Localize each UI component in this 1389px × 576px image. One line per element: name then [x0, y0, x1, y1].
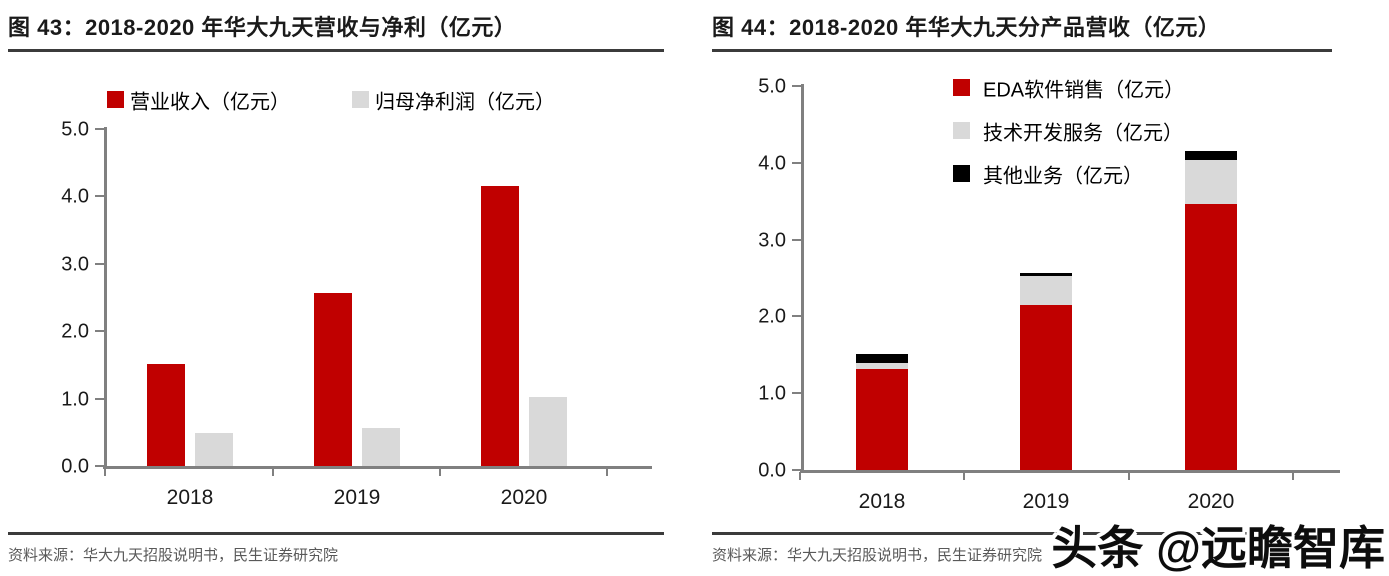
x-category-label: 2018 [858, 490, 906, 513]
y-tick [95, 128, 105, 130]
x-category-label: 2019 [1022, 490, 1070, 513]
y-tick-label: 2.0 [61, 320, 89, 343]
y-tick [792, 392, 802, 395]
legend-swatch-series2 [953, 165, 970, 182]
bar-segment-series2-2019 [1020, 272, 1072, 277]
x-tick [439, 468, 441, 476]
watermark-toutiao-yuanzhan-zhiku: 头条 @远瞻智库 [1051, 522, 1385, 574]
y-tick-label: 2.0 [758, 305, 786, 328]
figure-43-source-divider [8, 532, 664, 535]
x-tick [1128, 472, 1130, 480]
bar-segment-series2-2020 [1185, 151, 1237, 161]
legend-swatch-series0 [107, 91, 124, 108]
y-tick [95, 195, 105, 198]
figure-43-source: 资料来源：华大九天招股说明书，民生证券研究院 [8, 547, 339, 564]
legend-label-series0: 营业收入（亿元） [130, 91, 290, 114]
y-tick-label: 5.0 [758, 75, 786, 98]
x-category-label: 2020 [500, 486, 548, 509]
x-tick [1292, 472, 1294, 480]
y-tick [95, 262, 105, 265]
x-category-label: 2019 [333, 486, 381, 509]
legend-swatch-series0 [953, 79, 970, 96]
figure-44-title-divider [712, 49, 1332, 52]
y-axis [104, 127, 107, 468]
y-tick [792, 469, 802, 471]
figure-43-title: 图 43：2018-2020 年华大九天营收与净利（亿元） [8, 15, 517, 40]
y-axis [801, 84, 804, 472]
x-tick [963, 472, 965, 480]
bar-series1-2020 [529, 396, 567, 466]
legend-label-series2: 其他业务（亿元） [983, 165, 1143, 188]
bar-series0-2020 [481, 186, 519, 466]
y-tick-label: 3.0 [61, 253, 89, 276]
bar-series0-2019 [314, 292, 352, 466]
y-tick [792, 85, 802, 87]
bar-series1-2019 [362, 427, 400, 466]
y-tick [95, 465, 105, 467]
bar-segment-series0-2020 [1185, 204, 1237, 470]
bar-segment-series0-2018 [856, 369, 908, 470]
x-category-label: 2018 [166, 486, 214, 509]
legend-label-series1: 归母净利润（亿元） [375, 91, 555, 114]
x-tick [799, 472, 801, 480]
bar-segment-series1-2020 [1185, 160, 1237, 205]
y-tick [792, 238, 802, 241]
x-tick [272, 468, 274, 476]
y-tick-label: 0.0 [758, 459, 786, 482]
y-tick [95, 330, 105, 333]
figure-44-title: 图 44：2018-2020 年华大九天分产品营收（亿元） [712, 15, 1221, 40]
figure-43-title-divider [8, 49, 664, 52]
y-tick [792, 315, 802, 318]
bar-segment-series1-2019 [1020, 276, 1072, 305]
bar-segment-series2-2018 [856, 354, 908, 364]
y-tick-label: 4.0 [758, 152, 786, 175]
y-tick-label: 3.0 [758, 229, 786, 252]
x-tick [104, 468, 106, 476]
y-tick [792, 161, 802, 164]
legend-swatch-series1 [953, 122, 970, 139]
y-tick-label: 0.0 [61, 455, 89, 478]
bar-segment-series1-2018 [856, 363, 908, 370]
x-axis [800, 470, 1340, 473]
figure-44-source-divider [712, 532, 1332, 535]
bar-series1-2018 [195, 432, 233, 466]
y-tick-label: 4.0 [61, 185, 89, 208]
x-tick [606, 468, 608, 476]
y-tick-label: 1.0 [758, 382, 786, 405]
y-tick [95, 397, 105, 400]
legend-label-series1: 技术开发服务（亿元） [983, 122, 1183, 145]
legend-label-series0: EDA软件销售（亿元） [983, 79, 1185, 102]
x-axis [103, 466, 652, 469]
figure-44-source: 资料来源：华大九天招股说明书，民生证券研究院 [712, 547, 1043, 564]
y-tick-label: 1.0 [61, 388, 89, 411]
legend-swatch-series1 [352, 91, 369, 108]
y-tick-label: 5.0 [61, 118, 89, 141]
bar-segment-series0-2019 [1020, 304, 1072, 470]
x-category-label: 2020 [1187, 490, 1235, 513]
bar-series0-2018 [147, 364, 185, 466]
